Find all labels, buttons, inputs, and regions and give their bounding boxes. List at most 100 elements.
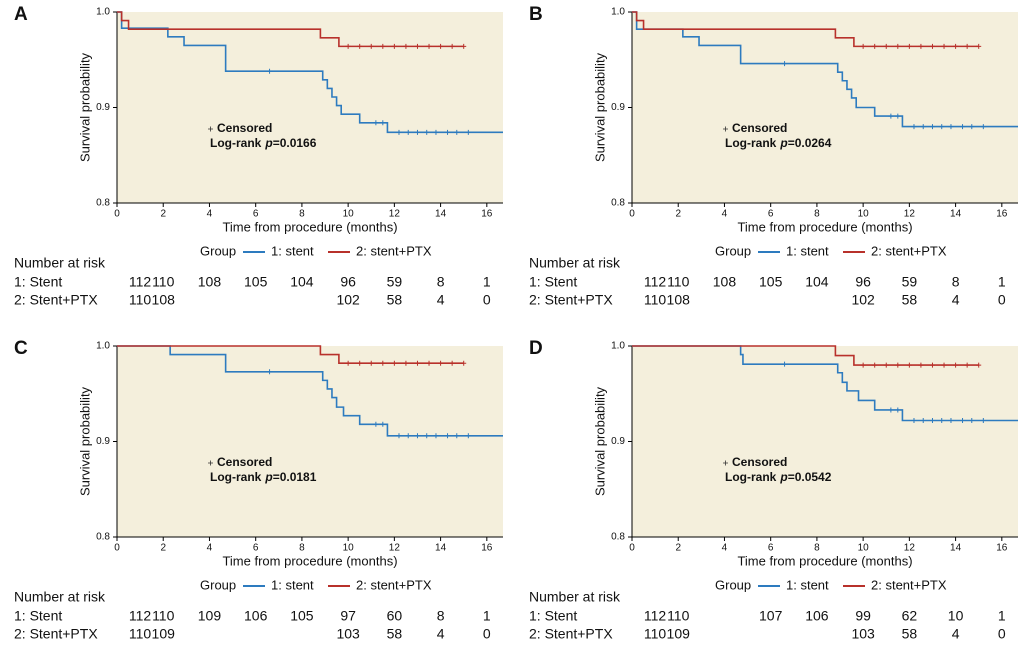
censor-mark — [403, 360, 409, 366]
panel-label: B — [529, 4, 543, 25]
censor-mark — [454, 129, 460, 135]
censor-symbol — [723, 460, 728, 466]
censor-mark — [953, 362, 959, 368]
logrank-part: Log-rank — [725, 136, 777, 150]
censor-mark — [906, 43, 912, 49]
legend-label: 1: stent — [271, 243, 314, 258]
censor-mark — [391, 360, 397, 366]
y-tick-label: 0.9 — [611, 436, 625, 447]
censor-mark — [969, 417, 975, 423]
x-tick-label: 16 — [481, 543, 493, 554]
x-tick-label: 2 — [675, 543, 681, 554]
censor-mark — [391, 43, 397, 49]
censor-mark — [782, 61, 788, 67]
censor-mark — [953, 43, 959, 49]
y-tick-label: 0.9 — [611, 102, 625, 113]
risk-value: 108 — [713, 274, 737, 290]
x-tick-label: 10 — [343, 543, 355, 554]
x-tick-label: 16 — [481, 209, 493, 220]
risk-value: 109 — [152, 626, 176, 642]
x-tick-label: 10 — [858, 543, 870, 554]
censor-mark — [403, 43, 409, 49]
censor-mark — [380, 120, 386, 126]
legend-label: 1: stent — [271, 577, 314, 592]
censor-mark — [860, 43, 866, 49]
censor-mark — [895, 407, 901, 413]
risk-row-label: 2: Stent+PTX — [14, 626, 98, 642]
risk-value: 110 — [129, 626, 152, 642]
logrank-part: =0.0542 — [788, 470, 832, 484]
risk-value: 99 — [855, 608, 871, 624]
censor-mark — [883, 362, 889, 368]
x-tick-label: 8 — [299, 209, 305, 220]
risk-value: 106 — [244, 608, 268, 624]
censor-mark — [465, 433, 471, 439]
censor-mark — [980, 124, 986, 130]
y-tick-label: 0.9 — [96, 436, 110, 447]
risk-table-title: Number at risk — [529, 589, 621, 605]
censor-mark — [461, 43, 467, 49]
y-tick-label: 1.0 — [611, 341, 625, 352]
risk-value: 106 — [805, 608, 829, 624]
censor-mark — [426, 360, 432, 366]
logrank-text: Log-rank p=0.0542 — [725, 470, 832, 484]
risk-value: 8 — [437, 608, 445, 624]
censor-mark — [948, 124, 954, 130]
censor-mark — [449, 360, 455, 366]
censor-mark — [960, 124, 966, 130]
logrank-part: =0.0264 — [788, 136, 832, 150]
logrank-text: Log-rank p=0.0181 — [210, 470, 317, 484]
y-tick-label: 1.0 — [611, 7, 625, 18]
x-tick-label: 6 — [253, 209, 259, 220]
censor-mark — [445, 129, 451, 135]
y-tick-label: 0.8 — [96, 198, 110, 209]
x-tick-label: 14 — [950, 543, 962, 554]
x-tick-label: 12 — [389, 543, 401, 554]
x-tick-label: 8 — [299, 543, 305, 554]
censor-mark — [964, 362, 970, 368]
censor-mark — [380, 360, 386, 366]
x-tick-label: 6 — [768, 543, 774, 554]
x-axis-label: Time from procedure (months) — [222, 553, 397, 568]
risk-value: 112 — [129, 608, 152, 624]
risk-value: 102 — [851, 292, 875, 308]
x-tick-label: 8 — [814, 209, 820, 220]
censor-mark — [929, 43, 935, 49]
plot-area — [632, 346, 1018, 537]
x-tick-label: 4 — [207, 543, 213, 554]
censor-label: Censored — [217, 121, 272, 135]
censor-mark — [895, 362, 901, 368]
risk-value: 58 — [902, 292, 918, 308]
risk-value: 4 — [952, 626, 960, 642]
risk-value: 0 — [998, 626, 1006, 642]
x-tick-label: 6 — [768, 209, 774, 220]
censor-mark — [424, 433, 430, 439]
censor-mark — [872, 362, 878, 368]
legend-title: Group — [200, 243, 236, 258]
risk-value: 4 — [437, 292, 445, 308]
plot-area — [117, 12, 503, 203]
censor-mark — [920, 124, 926, 130]
risk-value: 4 — [437, 626, 445, 642]
risk-row-label: 1: Stent — [529, 608, 577, 624]
survival-curve — [117, 11, 503, 134]
censor-mark — [941, 362, 947, 368]
censor-mark — [267, 68, 273, 74]
x-tick-label: 16 — [996, 543, 1008, 554]
censor-mark — [396, 129, 402, 135]
survival-curve — [117, 11, 464, 48]
censor-mark — [345, 43, 351, 49]
censor-mark — [976, 362, 982, 368]
risk-value: 59 — [387, 274, 403, 290]
risk-value: 110 — [644, 292, 667, 308]
risk-row-label: 1: Stent — [14, 274, 62, 290]
y-tick-label: 1.0 — [96, 341, 110, 352]
x-tick-label: 0 — [629, 543, 635, 554]
censor-mark — [929, 362, 935, 368]
x-tick-label: 16 — [996, 209, 1008, 220]
plot-area — [117, 346, 503, 537]
censor-mark — [368, 43, 374, 49]
x-tick-label: 4 — [722, 209, 728, 220]
